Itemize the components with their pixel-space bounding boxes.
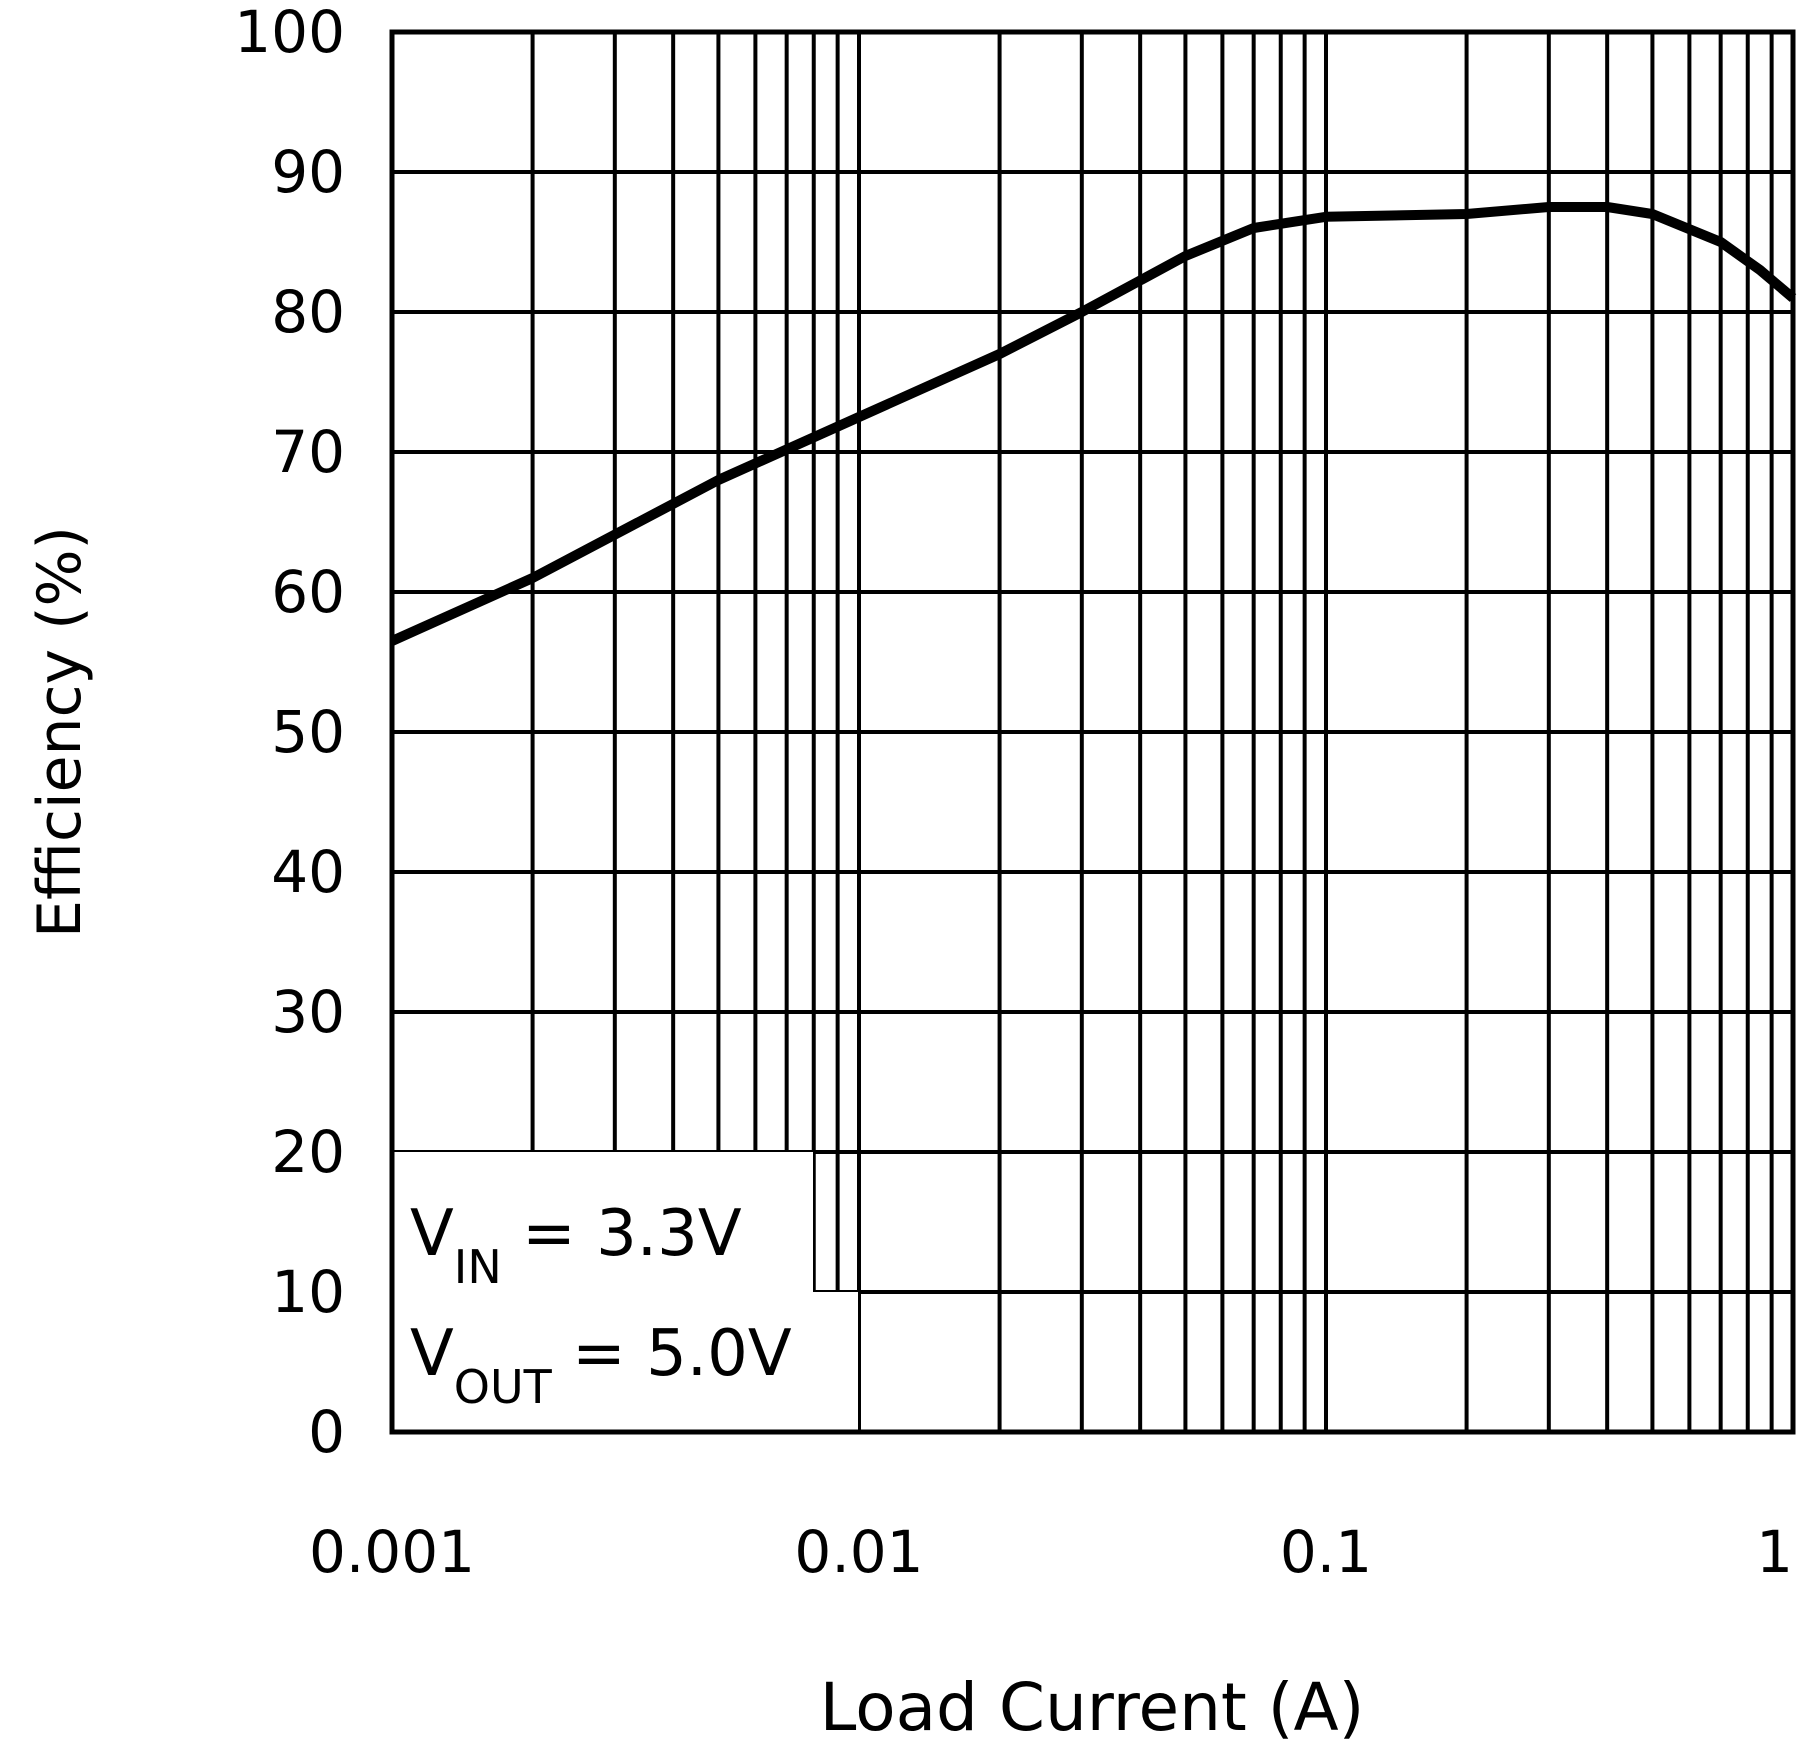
- plot-frame: [389, 29, 1796, 1435]
- y-tick-labels: 0 10 20 30 40 50 60 70 80 90 100: [234, 0, 345, 1466]
- vin-sub: IN: [454, 1240, 502, 1294]
- svg-text:VOUT = 5.0V: VOUT = 5.0V: [410, 1317, 792, 1414]
- vin-rest: = 3.3V: [502, 1197, 742, 1271]
- x-tick-label: 0.01: [794, 1518, 923, 1586]
- x-tick-label: 0.001: [309, 1518, 475, 1586]
- y-tick-label: 60: [271, 558, 345, 626]
- vin-main: V: [410, 1197, 454, 1271]
- annotation-vout: VOUT = 5.0V: [410, 1317, 792, 1414]
- annotation-background: [394, 1152, 858, 1430]
- series-efficiency-line: [389, 202, 1797, 646]
- x-tick-label: 1: [1756, 1518, 1793, 1586]
- annotation-vin: VIN = 3.3V: [410, 1197, 742, 1294]
- vout-rest: = 5.0V: [552, 1317, 792, 1391]
- x-tick-label: 0.1: [1280, 1518, 1372, 1586]
- y-tick-label: 10: [271, 1258, 345, 1326]
- y-tick-label: 80: [271, 278, 345, 346]
- y-tick-label: 70: [271, 418, 345, 486]
- y-tick-label: 20: [271, 1118, 345, 1186]
- x-tick-labels: 0.001 0.01 0.1 1: [309, 1518, 1793, 1586]
- y-tick-label: 40: [271, 838, 345, 906]
- vout-main: V: [410, 1317, 454, 1391]
- y-tick-label: 90: [271, 138, 345, 206]
- vout-sub: OUT: [454, 1360, 553, 1414]
- y-tick-label: 100: [234, 0, 345, 66]
- y-tick-label: 50: [271, 698, 345, 766]
- x-axis-label: Load Current (A): [820, 1669, 1365, 1746]
- svg-text:VIN = 3.3V: VIN = 3.3V: [410, 1197, 742, 1294]
- y-tick-label: 30: [271, 978, 345, 1046]
- y-tick-label: 0: [308, 1398, 345, 1466]
- y-axis-label: Efficiency (%): [25, 526, 95, 938]
